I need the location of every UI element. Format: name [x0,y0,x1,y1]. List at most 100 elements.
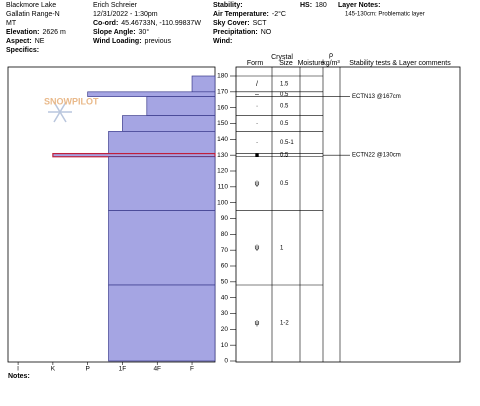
hardness-bar [122,115,216,132]
grain-form: · [256,103,258,110]
depth-tick-label: 100 [217,199,228,206]
hardness-tick-label: I [17,366,19,373]
field-label: Precipitation: [213,29,258,36]
hardness-tick-label: P [85,366,89,373]
depth-tick-label: 10 [221,342,229,349]
field-label: Stability: [213,2,243,9]
layer-table [235,66,461,363]
field-value: 2626 m [42,29,66,36]
field-value: MT [6,20,17,27]
header-field: MT [6,20,17,27]
header-field: 12/31/2022 - 1:30pm [93,11,158,18]
col-header: kg/m³ [322,60,340,67]
field-label: Slope Angle: [93,29,136,36]
field-label: Air Temperature: [213,11,269,18]
field-label: Elevation: [6,29,39,36]
hardness-bar [191,75,216,93]
header-field: Specifics: [6,47,39,54]
field-value: 45.46733N, -110.99837W [121,20,201,27]
notes-label: Notes: [8,373,30,380]
hardness-bar [108,210,216,286]
depth-tick-label: 60 [221,263,229,270]
field-value: 180 [315,2,327,9]
header-field: Aspect: NE [6,38,45,45]
header-field: Blackmore Lake [6,2,56,9]
col-header: Moisture [298,60,325,67]
depth-tick-label: 160 [217,104,228,111]
grain-form: ψ [255,245,260,252]
depth-tick-label: 0 [224,358,228,365]
hardness-bar [108,131,216,154]
header-field: Stability: [213,2,243,9]
header-field: Air Temperature: -2°C [213,10,286,18]
depth-tick-label: 20 [221,326,229,333]
hardness-bar [87,91,216,97]
grain-size: 0.5-1 [280,140,294,146]
header-field: Sky Cover: SCT [213,20,267,27]
grain-form: – [255,91,259,98]
field-value: Gallatin Range-N [6,11,60,18]
stability-test: ECTN22 @130cm [352,153,401,159]
field-value: NE [35,38,45,45]
grain-form: / [256,81,258,88]
table-columns [271,67,341,362]
hardness-bar [52,152,216,158]
depth-tick-label: 70 [221,247,229,254]
header-field: Gallatin Range-N [6,11,60,18]
field-label: Specifics: [6,47,39,54]
stability-test: ECTN13 @167cm [352,94,401,100]
grain-form: ψ [255,181,260,188]
header-field: HS: 180 [300,2,327,9]
header-field: Co-ord: 45.46733N, -110.99837W [93,20,201,27]
grain-form: · [256,120,258,127]
grain-size: 0.5 [280,104,289,110]
grain-size: 1 [280,245,284,251]
depth-tick-label: 180 [217,73,228,80]
depth-tick-label: 110 [218,184,229,191]
col-header: Form [247,60,264,67]
depth-tick-label: 130 [217,152,228,159]
hardness-tick-label: F [190,366,194,373]
field-value: SCT [253,20,268,27]
depth-tick-label: 40 [221,294,229,301]
field-value: previous [145,38,172,45]
header-field: Slope Angle: 30° [93,28,149,36]
grain-form: ψ [255,320,260,327]
field-label: Sky Cover: [213,20,250,27]
col-header: Crystal [271,54,293,61]
field-value: -2°C [272,10,286,18]
field-value: Blackmore Lake [6,2,56,9]
field-label: Aspect: [6,38,32,45]
header-field: Elevation: 2626 m [6,29,66,36]
grain-size: 1.5 [280,81,289,87]
depth-tick-label: 140 [217,136,228,143]
hardness-tick-label: K [51,366,56,373]
grain-size: 0.5 [280,121,289,127]
field-value: NO [261,29,272,36]
hardness-tick-label: 1F [119,366,127,373]
col-header: ρ [329,52,333,59]
header-field: Wind Loading: previous [93,38,172,45]
field-label: Co-ord: [93,20,118,27]
field-label: Wind: [213,38,232,45]
field-value: Erich Schreier [93,2,138,9]
grain-form: ■ [255,152,259,159]
hardness-bar [146,96,216,116]
field-label: HS: [300,2,312,9]
header-field: Wind: [213,38,232,45]
depth-tick-label: 80 [221,231,229,238]
depth-tick-label: 30 [221,310,229,317]
depth-tick-label: 90 [221,215,229,222]
grain-size: 1-2 [280,321,289,327]
field-value: 12/31/2022 - 1:30pm [93,11,158,18]
col-header: Size [279,60,293,67]
col-header: Stability tests & Layer comments [349,60,451,67]
depth-tick-label: 50 [221,279,229,286]
watermark [48,101,72,123]
hardness-tick-label: 4F [153,366,161,373]
layer-notes-label: Layer Notes: [338,2,380,9]
layer-note: 145-130cm: Problematic layer [345,12,425,18]
depth-tick-label: 170 [217,89,228,96]
field-value: 30° [139,28,150,36]
